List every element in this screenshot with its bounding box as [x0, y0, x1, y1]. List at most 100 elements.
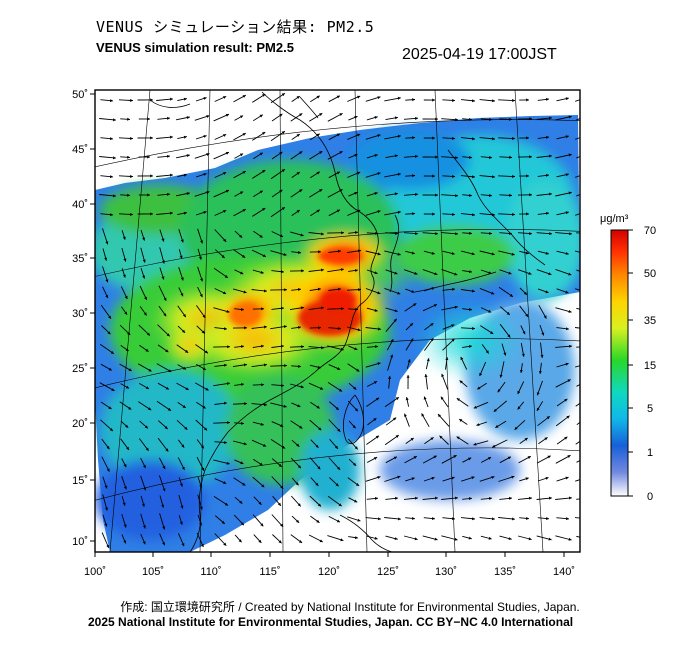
wind-arrow-head	[393, 456, 397, 460]
wind-arrow-head	[451, 338, 455, 342]
wind-arrow-head	[378, 327, 381, 331]
wind-arrow-head	[509, 496, 512, 500]
wind-arrow-head	[435, 193, 438, 197]
wind-arrow-head	[338, 327, 341, 330]
wind-arrow	[576, 269, 580, 272]
wind-arrow-head	[565, 252, 569, 255]
wind-arrow-head	[142, 237, 146, 241]
wind-arrow-head	[568, 191, 572, 195]
wind-arrow-head	[507, 334, 511, 338]
wind-arrow-head	[412, 516, 415, 520]
wind-arrow-head	[423, 396, 427, 400]
wind-arrow-head	[473, 405, 477, 409]
wind-arrow-head	[455, 194, 458, 198]
wind-arrow-head	[337, 466, 341, 470]
wind-arrow-head	[113, 118, 116, 122]
wind-arrow-head	[455, 496, 458, 500]
wind-arrow-head	[319, 113, 323, 116]
wind-arrow-head	[430, 323, 434, 327]
wind-arrow-head	[512, 212, 515, 216]
wind-arrow-head	[489, 117, 492, 121]
wind-arrow-head	[509, 231, 512, 235]
wind-arrow-head	[238, 539, 242, 543]
wind-arrow-head	[181, 543, 185, 547]
wind-arrow	[576, 383, 580, 387]
wind-arrow-head	[295, 482, 299, 486]
wind-arrow-head	[509, 155, 512, 159]
wind-arrow-head	[469, 155, 472, 159]
wind-arrow-head	[472, 213, 475, 217]
wind-arrow-head	[492, 175, 495, 179]
wind-arrow	[500, 361, 505, 378]
wind-arrow-head	[431, 251, 435, 255]
wind-arrow-head	[128, 368, 132, 371]
wind-arrow-head	[130, 136, 133, 140]
graticule-lines	[95, 90, 580, 552]
wind-arrow-head	[507, 456, 511, 460]
wind-arrow-head	[108, 406, 112, 409]
wind-arrow	[575, 175, 580, 178]
wind-arrow-head	[583, 192, 586, 195]
wind-arrow-head	[536, 392, 540, 396]
wind-arrow-head	[489, 193, 492, 197]
wind-arrow-head	[184, 426, 188, 430]
wind-arrow-head	[141, 503, 145, 507]
wind-arrow-head	[162, 488, 166, 492]
wind-arrow-head	[479, 372, 483, 377]
wind-arrow-head	[469, 193, 472, 197]
wind-arrow-head	[143, 487, 147, 491]
wind-arrow-head	[341, 231, 344, 235]
wind-arrow-head	[259, 114, 263, 118]
wind-arrow-head	[262, 132, 266, 135]
wind-arrow-head	[298, 250, 301, 254]
wind-arrow-head	[240, 461, 244, 465]
wind-arrow	[576, 156, 580, 159]
wind-arrow-head	[492, 213, 495, 217]
lat-tick-label: 20˚	[72, 418, 88, 430]
wind-arrow-head	[113, 194, 116, 198]
wind-arrow-head	[394, 116, 398, 120]
wind-arrow-head	[468, 270, 472, 274]
wind-arrow-head	[279, 234, 284, 237]
wind-arrow-head	[585, 96, 588, 99]
wind-arrow-head	[374, 536, 378, 540]
wind-arrow-head	[512, 98, 515, 102]
wind-arrow-head	[260, 344, 264, 348]
wind-arrow-head	[545, 251, 549, 255]
wind-arrow-head	[373, 418, 377, 422]
wind-arrow-head	[199, 506, 203, 510]
wind-arrow-head	[105, 294, 108, 299]
wind-arrow	[441, 497, 458, 500]
wind-arrow-head	[393, 318, 397, 322]
wind-arrow-head	[338, 503, 342, 507]
wind-arrow-head	[529, 232, 532, 236]
wind-arrow-head	[377, 252, 381, 256]
wind-arrow-head	[529, 496, 532, 500]
wind-arrow-head	[339, 151, 343, 154]
wind-arrow-head	[316, 133, 320, 137]
wind-arrow	[156, 363, 172, 373]
lat-tick-label: 30˚	[72, 308, 88, 320]
wind-arrow-head	[316, 171, 320, 175]
wind-arrow-head	[529, 193, 532, 197]
wind-arrow-head	[469, 307, 472, 311]
wind-arrow-head	[495, 424, 499, 428]
wind-arrow-head	[452, 212, 455, 216]
wind-arrow-head	[546, 135, 549, 139]
wind-arrow-head	[455, 232, 458, 236]
wind-arrow-head	[582, 458, 585, 461]
wind-arrow-head	[406, 375, 410, 378]
wind-arrow-head	[583, 154, 586, 157]
wind-arrow	[102, 228, 109, 245]
wind-arrow-head	[545, 290, 549, 294]
wind-arrow-head	[162, 526, 166, 530]
wind-arrow-head	[377, 291, 381, 295]
wind-arrow-head	[477, 386, 481, 390]
wind-arrow	[576, 459, 580, 463]
wind-arrow-head	[397, 134, 401, 138]
wind-arrow-head	[490, 331, 494, 334]
wind-arrow-head	[264, 403, 267, 407]
wind-arrow-head	[318, 427, 322, 431]
wind-arrow-head	[263, 363, 267, 367]
wind-arrow	[270, 130, 286, 142]
